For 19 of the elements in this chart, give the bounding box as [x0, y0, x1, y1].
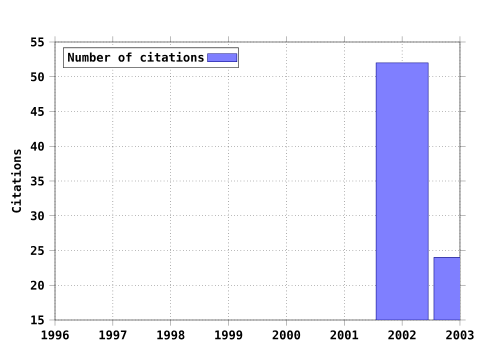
- y-tick-label: 20: [30, 280, 44, 290]
- y-tick-label: 50: [31, 72, 44, 82]
- x-tick-label: 1999: [215, 330, 242, 340]
- x-tick-label: 2000: [272, 330, 300, 340]
- x-tick-label: 2003: [446, 330, 474, 340]
- y-tick-label: 35: [30, 176, 44, 186]
- y-axis-title: Citations: [11, 149, 21, 213]
- x-tick-label: 1997: [100, 330, 126, 340]
- x-tick-label: 1996: [42, 330, 69, 340]
- y-tick-label: 30: [30, 211, 44, 220]
- y-tick-label: 25: [30, 246, 44, 256]
- x-tick-label: 2002: [388, 330, 416, 340]
- x-tick-label: 1998: [157, 330, 184, 340]
- y-tick-label: 45: [30, 107, 44, 116]
- y-tick-label: 40: [30, 142, 44, 151]
- y-tick-label: 55: [31, 38, 44, 46]
- legend-label: Number of citations: [68, 52, 204, 62]
- y-tick-label: 15: [31, 316, 44, 324]
- x-tick-label: 2001: [330, 330, 358, 340]
